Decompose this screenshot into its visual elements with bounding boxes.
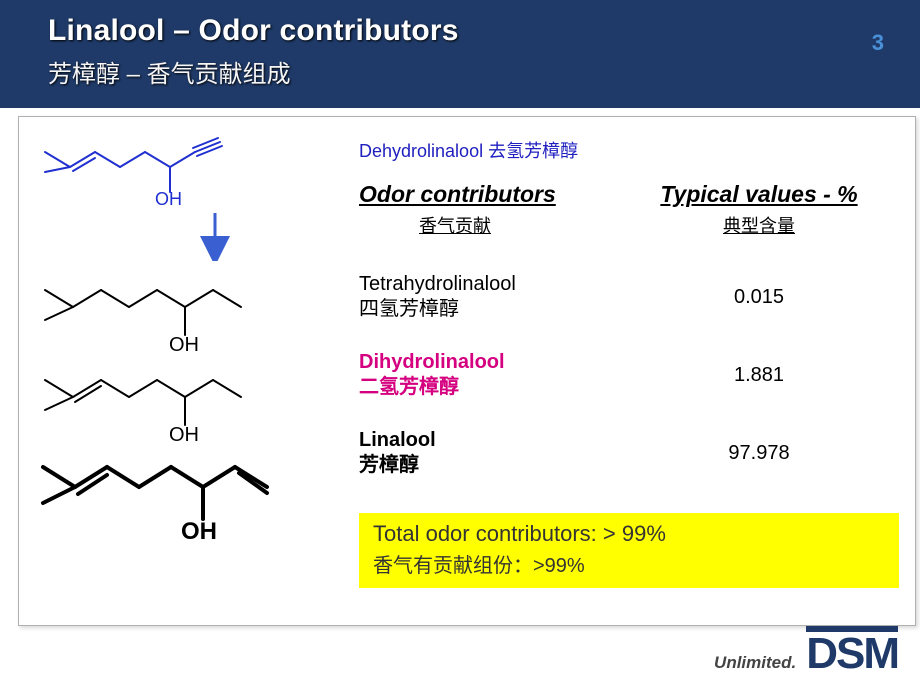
table-row: Linalool 芳樟醇 97.978 (359, 416, 899, 490)
compound-name-cn: 二氢芳樟醇 (359, 375, 639, 400)
col1-header-cn: 香气贡献 (359, 212, 639, 238)
table-row: Dihydrolinalool 二氢芳樟醇 1.881 (359, 338, 899, 412)
slide-body: OH (0, 108, 920, 690)
slide-header: Linalool – Odor contributors 芳樟醇 – 香气贡献组… (0, 0, 920, 108)
total-en: Total odor contributors: > 99% (373, 521, 885, 547)
title-chinese: 芳樟醇 – 香气贡献组成 (48, 54, 892, 89)
molecule-dehydrolinalool: OH (25, 127, 305, 207)
molecule-dihydrolinalool: OH (25, 355, 325, 445)
odor-table: Odor contributors 香气贡献 Typical values - … (359, 181, 899, 494)
table-row: Tetrahydrolinalool 四氢芳樟醇 0.015 (359, 260, 899, 334)
col2-header-en: Typical values - % (639, 181, 879, 208)
total-cn: 香气有贡献组份：>99% (373, 549, 885, 578)
oh-label: OH (155, 189, 182, 207)
total-summary: Total odor contributors: > 99% 香气有贡献组份：>… (359, 513, 899, 588)
oh-label: OH (169, 424, 199, 445)
oh-label: OH (169, 334, 199, 355)
compound-name-cn: 芳樟醇 (359, 453, 639, 478)
col2-header-cn: 典型含量 (639, 212, 879, 238)
compound-name-en: Linalool (359, 428, 639, 453)
molecule-linalool: OH (25, 445, 335, 545)
table-header: Odor contributors 香气贡献 Typical values - … (359, 181, 899, 238)
compound-name-en: Dihydrolinalool (359, 350, 639, 375)
footer: Unlimited. DSM (714, 626, 898, 674)
compound-name-cn: 四氢芳樟醇 (359, 297, 639, 322)
title-english: Linalool – Odor contributors (48, 14, 892, 48)
tagline: Unlimited. (714, 653, 796, 673)
compound-value: 97.978 (639, 442, 879, 465)
compound-label: Dehydrolinalool 去氢芳樟醇 (359, 137, 578, 163)
content-frame: OH (18, 116, 916, 626)
oh-label: OH (181, 518, 217, 545)
molecule-tetrahydrolinalool: OH (25, 265, 325, 355)
compound-value: 1.881 (639, 364, 879, 387)
compound-value: 0.015 (639, 286, 879, 309)
compound-name-en: Tetrahydrolinalool (359, 272, 639, 297)
col1-header-en: Odor contributors (359, 181, 639, 208)
reaction-arrow (95, 211, 335, 261)
page-number: 3 (872, 30, 884, 56)
brand-logo: DSM (806, 626, 898, 674)
molecule-diagrams: OH (25, 127, 335, 545)
